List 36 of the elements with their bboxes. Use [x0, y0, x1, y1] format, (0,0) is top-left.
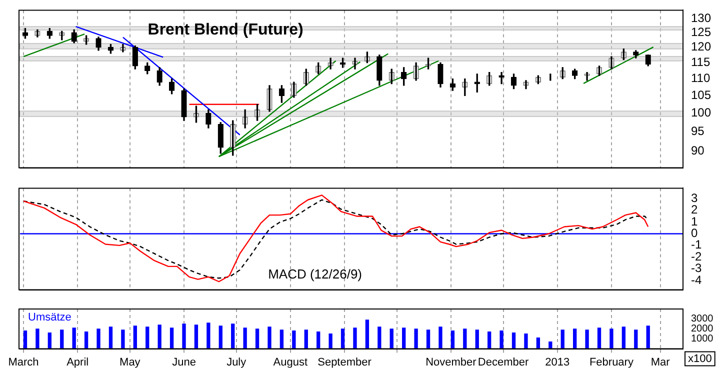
y-tick-label: 110 — [691, 71, 710, 86]
x-tick-label: April — [66, 356, 89, 368]
text: Brent Blend (Future) — [148, 22, 304, 39]
x-tick-label: November — [426, 356, 477, 368]
x-tick-label: June — [172, 356, 196, 368]
y-tick-label: 3000 — [691, 314, 714, 325]
x-tick-label: May — [120, 356, 141, 368]
y-tick-label: 130 — [691, 10, 712, 25]
y-tick-label: -3 — [691, 261, 702, 276]
x-tick-label: August — [273, 356, 308, 368]
annotation: MACD (12/26/9) — [268, 266, 362, 282]
annotation: Umsätze — [28, 312, 72, 324]
y-tick-label: 2 — [691, 202, 698, 217]
y-tick-label: 3 — [691, 191, 698, 206]
y-tick-label: 1000 — [691, 334, 714, 345]
y-tick-label: 115 — [691, 55, 710, 70]
y-tick-label: 105 — [691, 88, 712, 102]
y-tick-label: 0 — [691, 226, 698, 240]
y-tick-label: -2 — [691, 249, 702, 264]
y-tick-label: 95 — [691, 124, 705, 138]
x-tick-label: February — [589, 356, 634, 368]
x-tick-label: 2013 — [545, 356, 570, 368]
y-tick-label: 100 — [691, 106, 712, 120]
x-tick-label: September — [318, 356, 372, 368]
y-tick-label: -4 — [691, 272, 702, 287]
y-axis-title: x100 — [688, 352, 712, 365]
y-tick-label: 1 — [691, 214, 698, 228]
x-tick-label: July — [226, 356, 247, 368]
x-tick-label: March — [8, 356, 39, 368]
y-tick-label: 90 — [691, 144, 705, 158]
x-tick-label: Mar — [650, 356, 670, 368]
y-tick-label: 2000 — [691, 324, 714, 335]
y-tick-label: 120 — [691, 40, 712, 54]
x-tick-label: December — [478, 356, 529, 368]
y-tick-label: -1 — [691, 238, 702, 252]
y-tick-label: 125 — [691, 24, 712, 39]
